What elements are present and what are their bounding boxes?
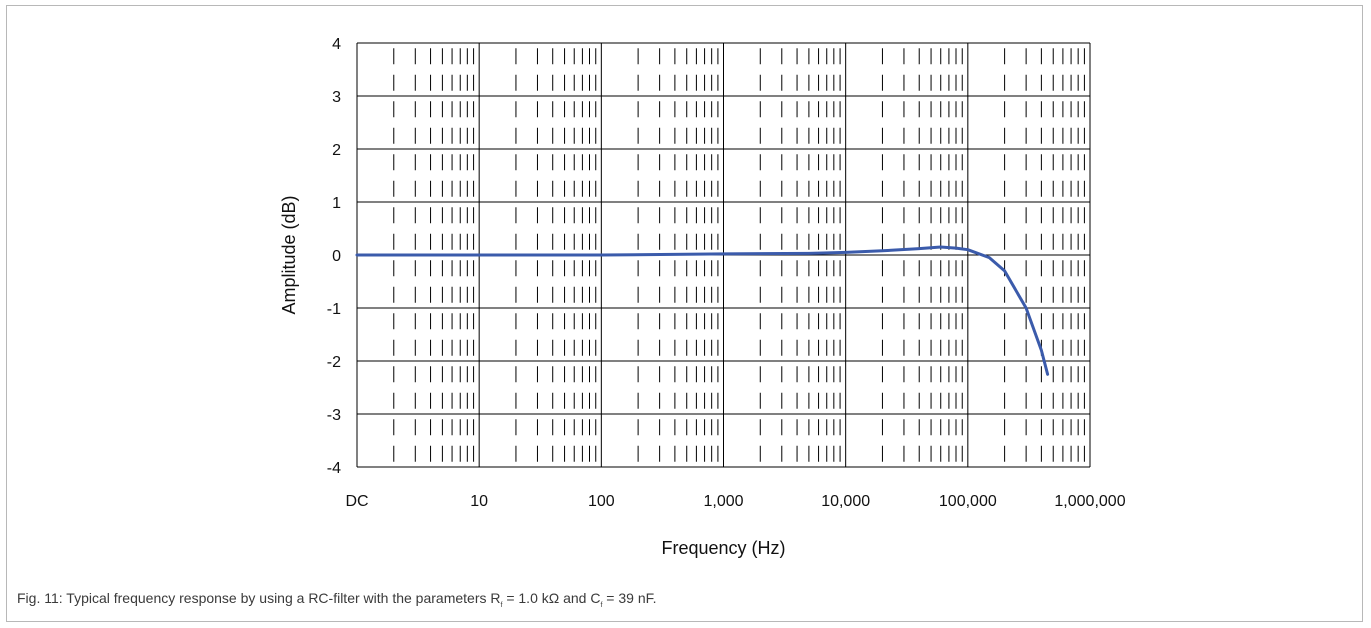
y-tick-label: -2: [327, 354, 341, 371]
x-tick-label: 100,000: [939, 493, 997, 510]
caption-middle: = 1.0 kΩ and C: [502, 590, 601, 606]
y-tick-label: -1: [327, 301, 341, 318]
x-axis-title: Frequency (Hz): [661, 538, 785, 558]
x-tick-label: 1,000: [703, 493, 743, 510]
y-tick-label: 0: [332, 248, 341, 265]
y-tick-label: 1: [332, 195, 341, 212]
figure-caption: Fig. 11: Typical frequency response by u…: [17, 590, 657, 609]
y-tick-label: -3: [327, 407, 341, 424]
figure-frame: [6, 5, 1363, 622]
x-tick-label: 10: [470, 493, 488, 510]
caption-r-subscript: f: [500, 601, 503, 609]
caption-prefix: Fig. 11: Typical frequency response by u…: [17, 590, 501, 606]
y-tick-label: 2: [332, 142, 341, 159]
y-axis-title: Amplitude (dB): [279, 195, 299, 314]
x-tick-label: 10,000: [821, 493, 870, 510]
y-tick-label: -4: [327, 460, 341, 477]
x-tick-label: 100: [588, 493, 615, 510]
x-tick-label: DC: [345, 493, 368, 510]
amplitude-series-line: [355, 245, 1050, 376]
y-tick-label: 3: [332, 89, 341, 106]
y-tick-label: 4: [332, 36, 341, 53]
caption-c-subscript: f: [600, 601, 603, 609]
caption-suffix: = 39 nF.: [602, 590, 657, 606]
x-tick-label: 1,000,000: [1054, 493, 1125, 510]
